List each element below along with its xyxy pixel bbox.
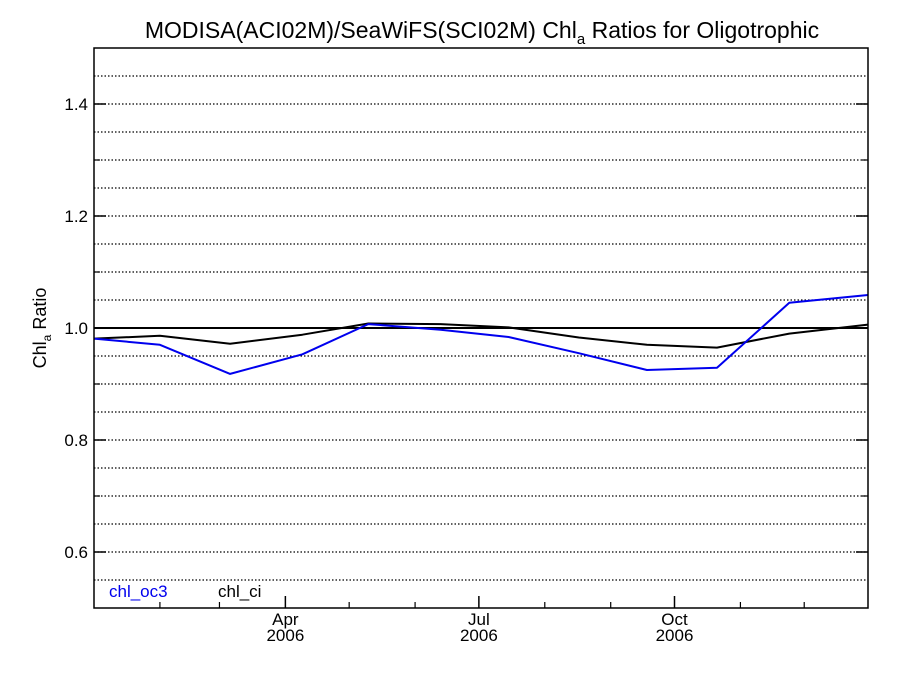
y-tick-label: 0.8	[64, 431, 88, 450]
chart-title: MODISA(ACI02M)/SeaWiFS(SCI02M) Chla Rati…	[145, 17, 819, 48]
legend-entry-chl-oc3: chl_oc3	[109, 582, 168, 601]
x-tick-label-month: Oct	[661, 610, 688, 629]
x-tick-label-month: Apr	[272, 610, 299, 629]
y-tick-label: 0.6	[64, 543, 88, 562]
y-tick-label: 1.2	[64, 207, 88, 226]
y-axis-label-main: Chl	[30, 341, 50, 368]
y-tick-label: 1.0	[64, 319, 88, 338]
x-tick-label-year: 2006	[266, 626, 304, 645]
x-tick-label-year: 2006	[656, 626, 694, 645]
series-line-chl-oc3	[93, 294, 869, 375]
gridlines	[94, 75, 868, 581]
y-axis-label: Chla Ratio	[30, 288, 54, 369]
y-axis-label-tail: Ratio	[30, 288, 50, 335]
chart-title-subscript: a	[577, 31, 586, 48]
x-tick-label-year: 2006	[460, 626, 498, 645]
series-line-chl-ci	[93, 322, 869, 349]
y-tick-label: 1.4	[64, 95, 88, 114]
series-layer	[93, 294, 869, 375]
legend: chl_oc3 chl_ci	[109, 582, 261, 601]
chart-title-tail: Ratios for Oligotrophic	[585, 17, 819, 43]
y-axis-label-subscript: a	[40, 334, 54, 341]
chart-title-main: MODISA(ACI02M)/SeaWiFS(SCI02M) Chl	[145, 17, 577, 43]
legend-entry-chl-ci: chl_ci	[218, 582, 261, 601]
x-tick-label-month: Jul	[468, 610, 490, 629]
